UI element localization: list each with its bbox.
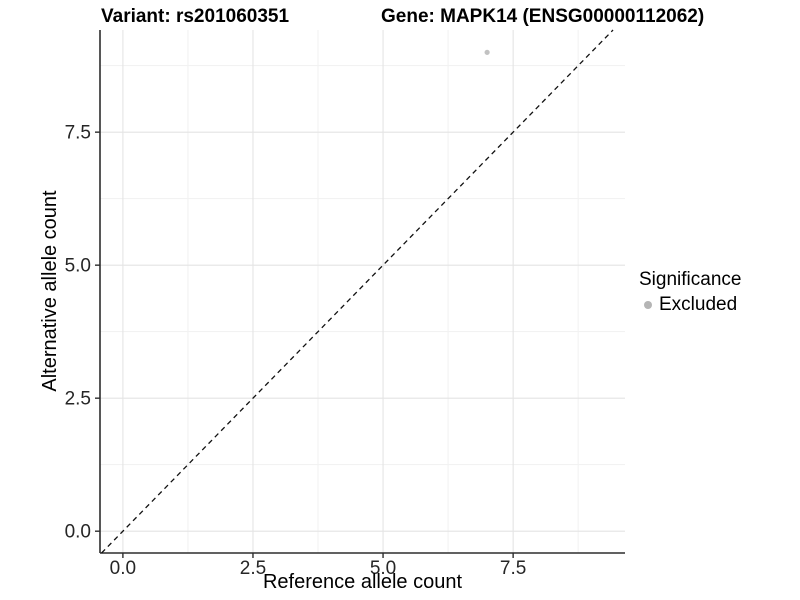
legend-entry: Excluded [639, 293, 741, 316]
legend-title: Significance [639, 269, 742, 290]
y-tick-label: 2.5 [65, 389, 91, 410]
x-tick-label: 2.5 [240, 558, 266, 579]
legend-entry-label: Excluded [659, 294, 738, 315]
legend-point-icon [644, 300, 652, 309]
legend: Significance Excluded [639, 268, 741, 316]
y-tick-label: 0.0 [65, 522, 91, 543]
x-axis-title: Reference allele count [262, 571, 462, 593]
y-tick-label: 7.5 [65, 123, 91, 144]
x-tick-label: 0.0 [110, 558, 136, 579]
x-tick-label: 7.5 [500, 558, 526, 579]
x-tick-label: 5.0 [370, 558, 396, 579]
data-point [484, 49, 490, 55]
y-axis-title: Alternative allele count [39, 190, 61, 392]
gene-title: Gene: MAPK14 (ENSG00000112062) [381, 6, 705, 27]
variant-title: Variant: rs201060351 [101, 6, 290, 27]
identity-dashed-line [101, 29, 614, 554]
y-tick-label: 5.0 [65, 256, 91, 277]
